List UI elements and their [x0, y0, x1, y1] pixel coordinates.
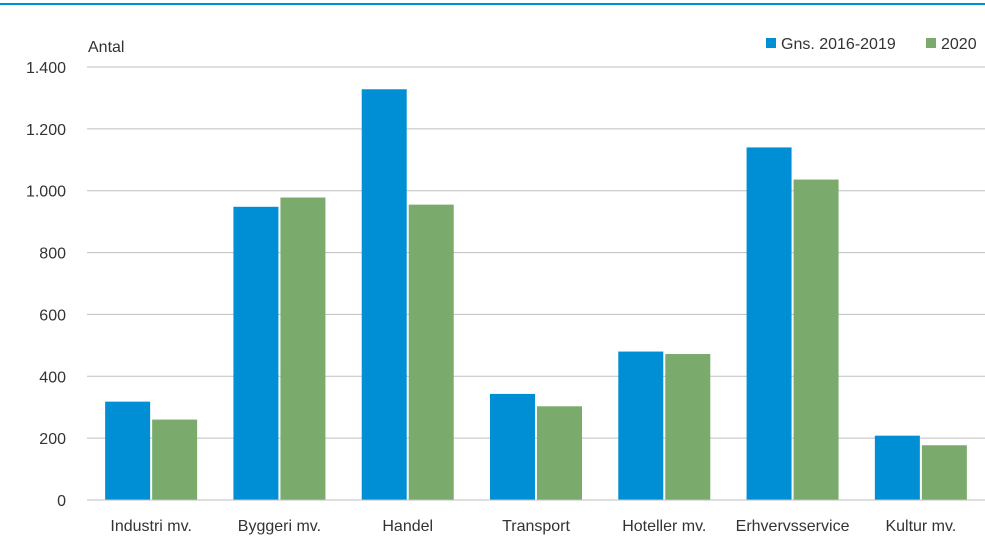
y-tick-label: 1.200: [26, 122, 66, 139]
bar: [874, 435, 920, 500]
bar: [921, 445, 967, 500]
bar: [537, 406, 582, 500]
x-tick-label: Hoteller mv.: [622, 518, 706, 535]
bar: [618, 351, 664, 500]
bar: [490, 393, 535, 500]
x-tick-label: Transport: [502, 518, 570, 535]
legend-swatch: [926, 38, 936, 48]
bar: [746, 147, 792, 500]
bar: [408, 204, 454, 500]
bar: [233, 206, 279, 500]
bar: [105, 401, 151, 500]
y-tick-label: 800: [39, 246, 66, 263]
x-tick-label: Erhvervsservice: [736, 518, 850, 535]
legend-swatch: [766, 38, 776, 48]
y-tick-label: 0: [57, 493, 66, 510]
bar: [152, 419, 198, 500]
y-tick-label: 200: [39, 431, 66, 448]
bar: [280, 197, 326, 501]
bar: [665, 354, 711, 500]
x-tick-label: Handel: [382, 518, 433, 535]
y-tick-label: 1.000: [26, 184, 66, 201]
x-tick-label: Byggeri mv.: [238, 518, 321, 535]
bar: [361, 89, 407, 501]
x-axis-labels: Industri mv. Byggeri mv. Handel Transport Ho…: [110, 518, 956, 535]
x-tick-label: Kultur mv.: [885, 518, 956, 535]
gridlines: [87, 66, 985, 439]
y-tick-label: 600: [39, 307, 66, 324]
y-axis-label: Antal: [88, 39, 124, 56]
x-tick-label: Industri mv.: [110, 518, 192, 535]
y-tick-label: 400: [39, 369, 66, 386]
legend-label: Gns. 2016-2019: [781, 36, 896, 53]
y-tick-label: 1.400: [26, 60, 66, 77]
bar: [793, 179, 839, 500]
y-axis-ticks: 0 200 400 600 800 1.000 1.200 1.400: [26, 60, 66, 510]
legend-label: 2020: [941, 36, 977, 53]
bars: [105, 89, 967, 501]
legend: Gns. 2016-2019 2020: [766, 36, 977, 53]
